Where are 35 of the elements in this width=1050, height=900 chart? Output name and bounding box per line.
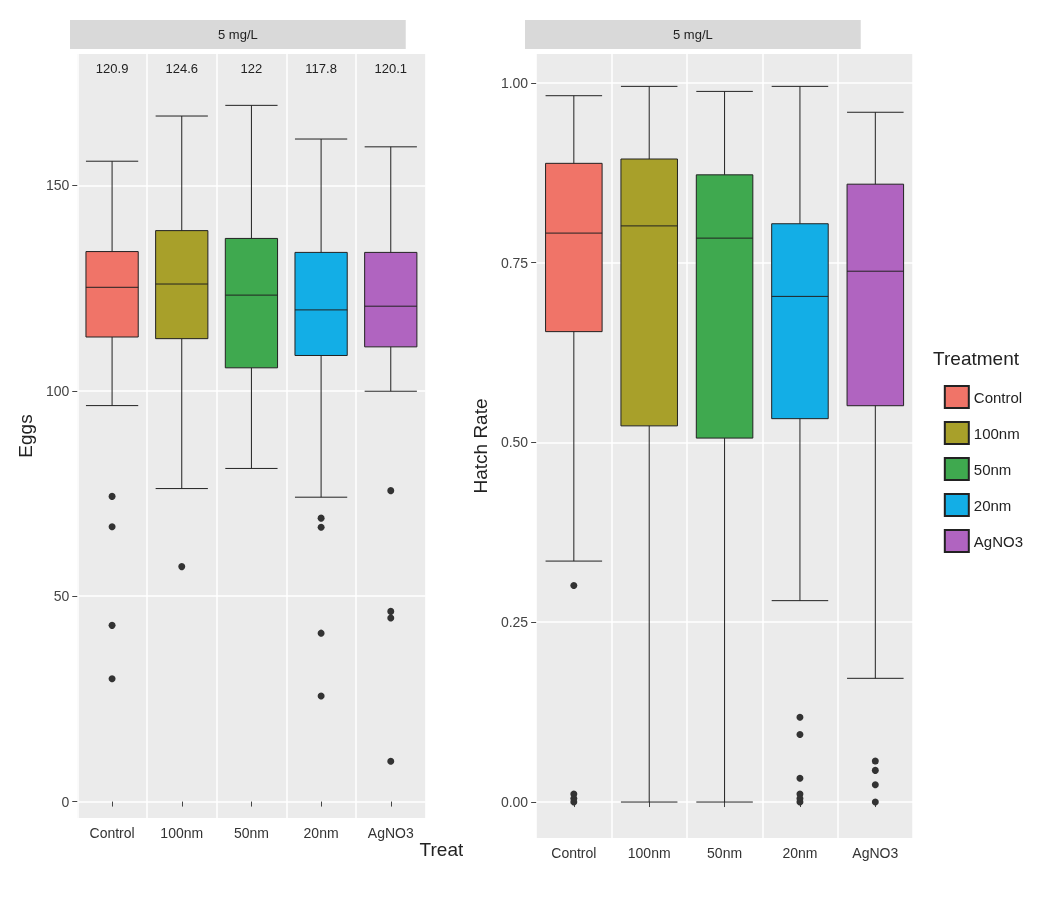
legend-label: AgNO3 (973, 532, 1024, 550)
x-tick-label: Control (89, 825, 135, 841)
annotation: 124.6 (165, 61, 199, 76)
y-tick-label: 1.00 (500, 74, 529, 91)
annotation: 120.1 (374, 61, 408, 76)
legend-title: Treatment (933, 348, 1020, 369)
y-tick-label: 0.25 (500, 614, 529, 631)
x-tick-label: 20nm (782, 845, 818, 861)
x-tick-label: 20nm (303, 825, 339, 841)
annotation: 122 (240, 61, 263, 76)
y-tick-label: 0 (61, 793, 70, 810)
x-tick-label: Control (551, 845, 597, 861)
legend-label: 20nm (973, 496, 1012, 514)
x-tick-label: 100nm (627, 845, 671, 861)
y-tick-label: 0.75 (500, 254, 529, 271)
y-axis-title: Eggs (15, 414, 36, 458)
x-tick-label: 50nm (707, 845, 743, 861)
y-tick-label: 100 (45, 382, 70, 399)
x-tick-label: 100nm (160, 825, 204, 841)
chart-title: 5 mg/L (218, 27, 258, 42)
y-tick-label: 150 (45, 177, 70, 194)
y-tick-label: 0.00 (500, 794, 529, 811)
legend-label: Control (973, 388, 1023, 406)
legend-label: 50nm (973, 460, 1012, 478)
annotation: 120.9 (95, 61, 129, 76)
x-tick-label: 50nm (233, 825, 269, 841)
y-tick-label: 50 (53, 588, 70, 605)
annotation: 117.8 (305, 61, 337, 76)
y-tick-label: 0.50 (500, 434, 529, 451)
x-tick-label: AgNO3 (367, 825, 414, 841)
chart-title: 5 mg/L (673, 27, 713, 42)
y-axis-title: Hatch Rate (470, 398, 491, 494)
x-tick-label: AgNO3 (852, 845, 899, 861)
x-axis-title: Treat (419, 838, 464, 860)
legend-label: 100nm (973, 424, 1020, 442)
